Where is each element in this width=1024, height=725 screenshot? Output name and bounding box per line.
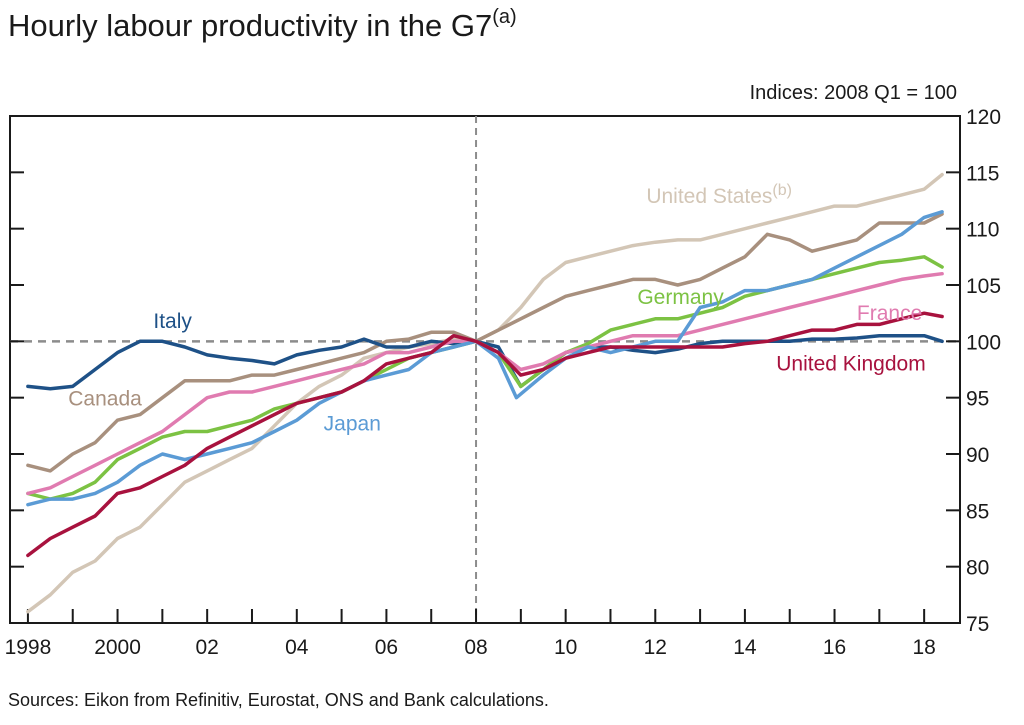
y-tick-label: 80 (966, 557, 989, 580)
series-label-germany: Germany (637, 286, 724, 309)
series-line-canada (26, 212, 944, 473)
y-tick-label: 90 (966, 444, 989, 467)
series-label-canada: Canada (68, 388, 142, 411)
x-tick-label: 14 (733, 636, 757, 659)
plot-frame (9, 115, 961, 624)
x-tick-label: 10 (554, 636, 577, 659)
y-tick-label: 95 (966, 388, 989, 411)
series-labels: United States(b) Canada Italy Germany France… (68, 182, 925, 436)
series-line-france (26, 271, 944, 496)
series-label-japan: Japan (324, 412, 381, 435)
units-label: Indices: 2008 Q1 = 100 (750, 82, 957, 104)
y-axis: 75 80 85 90 95 100 105 110 115 120 (10, 106, 1001, 636)
series-label-italy: Italy (153, 310, 192, 333)
x-tick-label: 12 (644, 636, 667, 659)
y-tick-label: 115 (966, 162, 999, 185)
source-note: Sources: Eikon from Refinitiv, Eurostat,… (8, 690, 549, 710)
x-tick-label: 04 (285, 636, 309, 659)
series-label-united-kingdom: United Kingdom (776, 353, 925, 376)
x-tick-label: 1998 (5, 636, 52, 659)
x-tick-label: 06 (375, 636, 398, 659)
series-line-japan (26, 210, 944, 507)
series-line-united-kingdom (26, 311, 944, 558)
y-tick-label: 85 (966, 500, 989, 523)
x-tick-label: 2000 (94, 636, 141, 659)
series-line-united-states (26, 172, 944, 614)
series-label-united-states: United States(b) (646, 182, 792, 208)
series-label-france: France (857, 302, 922, 325)
x-axis: 1998 2000 02 04 06 08 10 12 14 16 18 (5, 609, 936, 659)
series-label-note: (b) (772, 182, 792, 199)
series-lines (26, 172, 944, 614)
chart-title-note: (a) (492, 6, 517, 28)
y-tick-label: 100 (966, 331, 1001, 354)
y-tick-label: 75 (966, 613, 989, 636)
series-line-germany (26, 255, 944, 501)
chart-title-text: Hourly labour productivity in the G7 (8, 8, 493, 43)
series-line-italy (26, 333, 944, 391)
x-tick-label: 02 (195, 636, 218, 659)
x-tick-label: 18 (912, 636, 935, 659)
x-tick-label: 08 (464, 636, 487, 659)
y-tick-label: 105 (966, 275, 1001, 298)
y-tick-label: 120 (966, 106, 1001, 129)
y-tick-label: 110 (966, 219, 999, 242)
x-tick-label: 16 (823, 636, 846, 659)
chart-title: Hourly labour productivity in the G7(a) (8, 6, 517, 44)
